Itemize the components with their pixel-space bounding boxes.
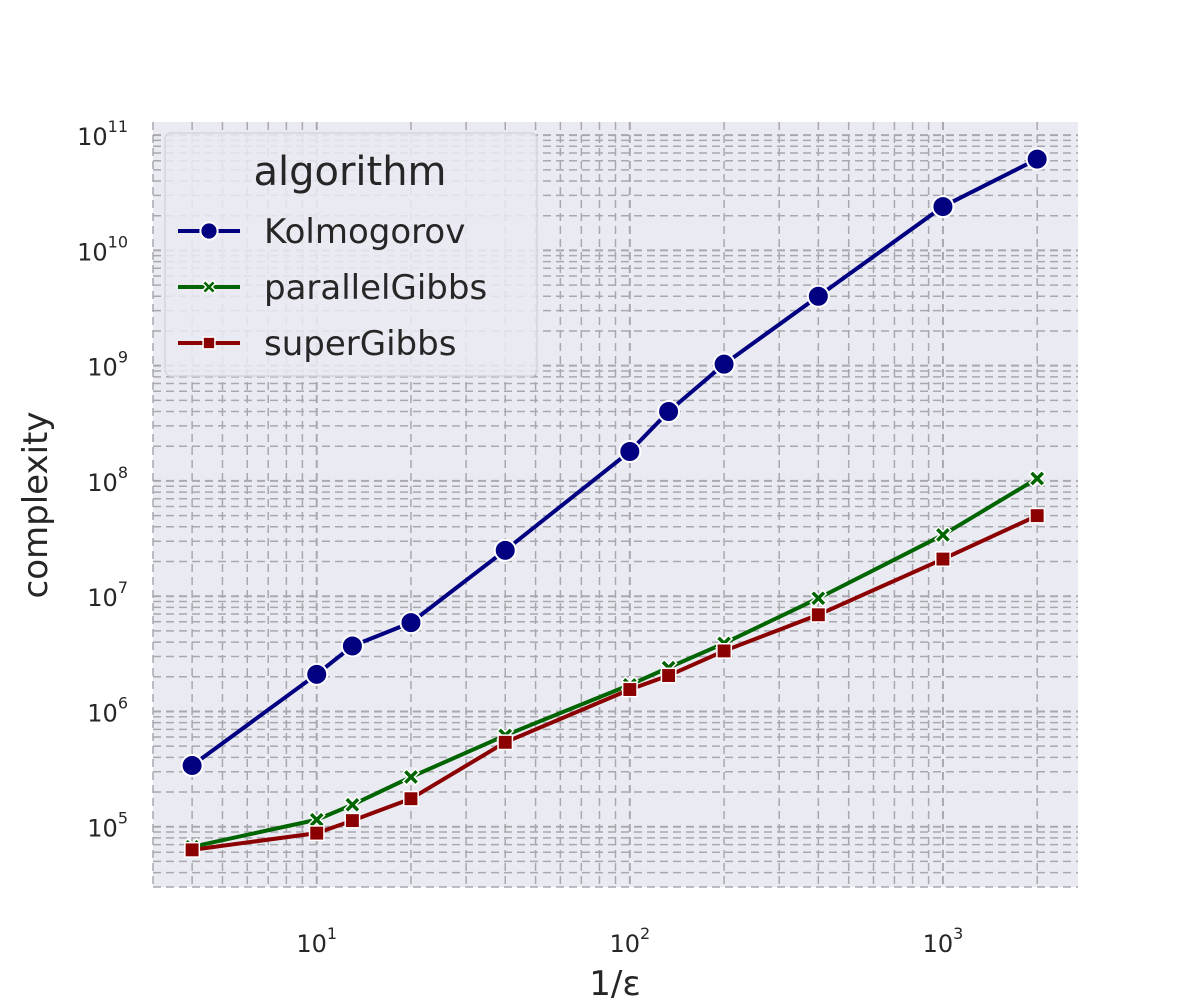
data-point-kolmogorov — [399, 611, 423, 635]
legend-swatch-marker — [201, 279, 217, 295]
series-kolmogorov — [180, 147, 1049, 777]
legend-swatch-marker — [199, 221, 219, 241]
data-point-super-gibbs — [184, 841, 201, 858]
data-point-parallel-gibbs — [401, 768, 420, 786]
data-point-parallel-gibbs — [809, 589, 828, 608]
data-point-kolmogorov — [657, 400, 681, 424]
data-point-parallel-gibbs — [933, 525, 952, 544]
data-point-parallel-gibbs — [307, 810, 326, 829]
data-point-super-gibbs — [1029, 507, 1046, 524]
legend-box — [164, 132, 538, 377]
data-point-kolmogorov — [806, 284, 830, 308]
data-point-super-gibbs — [308, 825, 325, 842]
legend-label: Kolmogorov — [264, 212, 465, 252]
series-layer — [180, 147, 1049, 858]
data-point-kolmogorov — [712, 352, 736, 376]
legend-title: algorithm — [253, 149, 446, 195]
data-point-kolmogorov — [305, 662, 329, 686]
data-point-super-gibbs — [716, 642, 733, 659]
data-point-super-gibbs — [934, 551, 951, 568]
legend-item-super-gibbs: superGibbs — [178, 324, 456, 364]
y-tick-label: 1010 — [77, 232, 128, 266]
data-point-super-gibbs — [621, 681, 638, 698]
data-point-parallel-gibbs — [343, 795, 362, 814]
x-tick-label: 103 — [923, 924, 964, 958]
legend-item-kolmogorov: Kolmogorov — [178, 212, 465, 252]
data-point-super-gibbs — [497, 734, 514, 751]
y-axis-title: complexity — [16, 412, 56, 599]
y-tick-label: 109 — [87, 348, 128, 382]
y-tick-label: 105 — [87, 809, 128, 843]
legend: algorithm Kolmogorov parallelGibbs superGi… — [164, 132, 538, 377]
x-axis-title: 1/ε — [589, 964, 640, 1000]
legend-label: parallelGibbs — [264, 268, 487, 308]
data-point-kolmogorov — [493, 538, 517, 562]
data-point-super-gibbs — [660, 667, 677, 684]
legend-label: superGibbs — [264, 324, 456, 364]
x-tick-label: 102 — [609, 924, 650, 958]
data-point-kolmogorov — [1025, 147, 1049, 171]
y-tick-label: 1011 — [77, 117, 128, 151]
legend-item-parallel-gibbs: parallelGibbs — [178, 268, 487, 308]
tick-labels: 101 102 103 105 106 107 108 109 1010 1011 — [77, 117, 963, 958]
legend-swatch-marker — [202, 336, 216, 350]
data-point-super-gibbs — [344, 812, 361, 829]
data-point-kolmogorov — [340, 634, 364, 658]
data-point-parallel-gibbs — [1028, 469, 1047, 488]
data-point-kolmogorov — [618, 440, 642, 464]
data-point-super-gibbs — [403, 790, 419, 807]
y-tick-label: 108 — [87, 463, 128, 497]
y-tick-label: 107 — [87, 578, 128, 612]
data-point-kolmogorov — [931, 195, 955, 219]
data-point-super-gibbs — [810, 606, 827, 623]
series-super-gibbs — [184, 507, 1046, 858]
data-point-kolmogorov — [180, 753, 204, 777]
x-tick-label: 101 — [296, 924, 337, 958]
y-tick-label: 106 — [87, 693, 128, 727]
